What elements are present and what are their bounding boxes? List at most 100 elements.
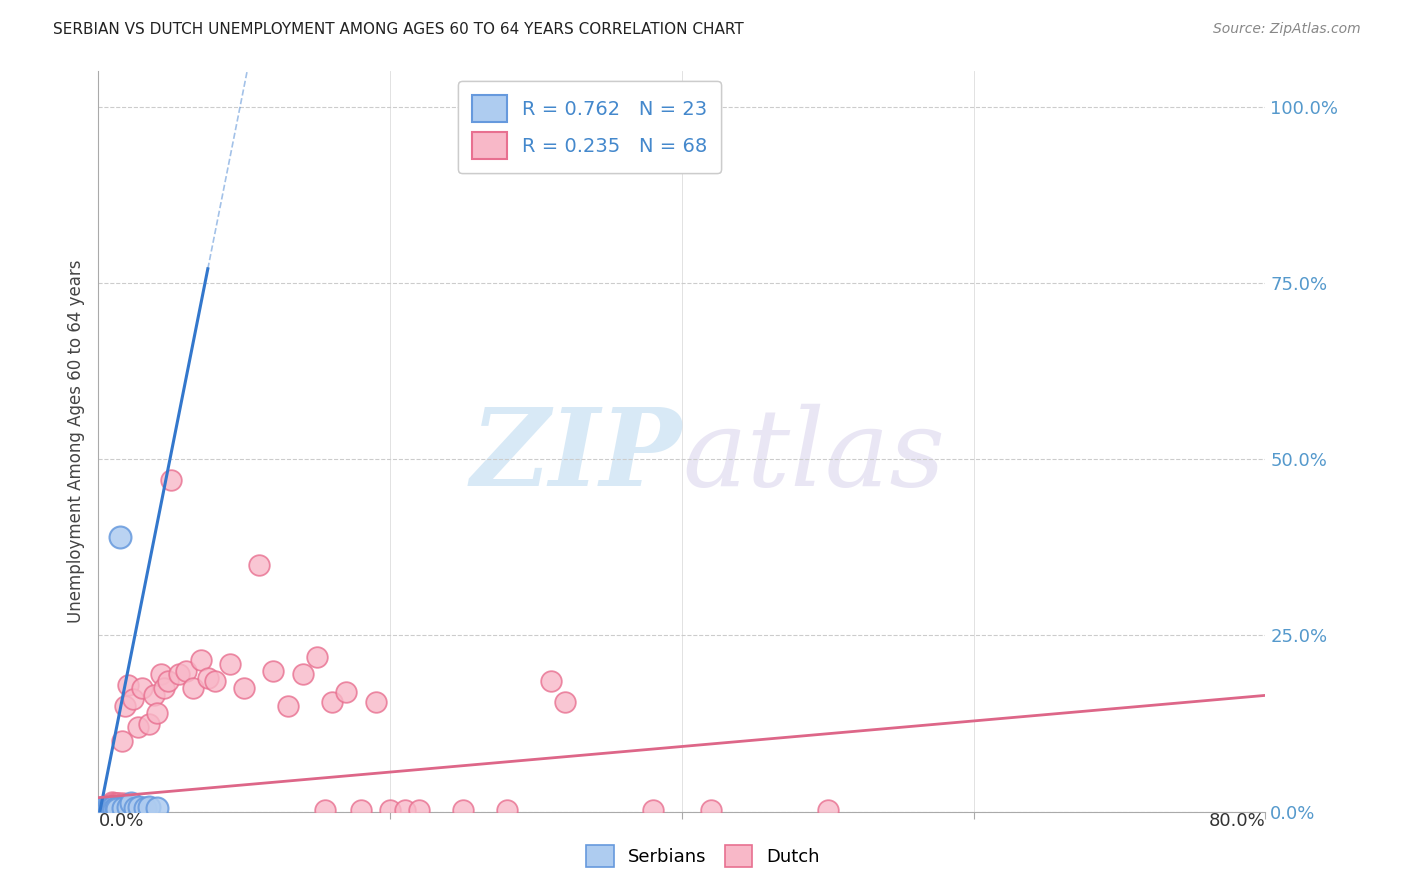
Point xyxy=(100,795,122,809)
Point xyxy=(112,801,135,815)
Point xyxy=(114,698,136,713)
Point xyxy=(496,803,519,817)
Point xyxy=(380,803,402,817)
Point xyxy=(157,674,180,689)
Point xyxy=(204,674,226,689)
Point xyxy=(91,802,114,816)
Point xyxy=(93,801,115,815)
Point xyxy=(94,802,117,816)
Point xyxy=(314,803,336,817)
Point xyxy=(146,801,169,815)
Point xyxy=(394,803,416,817)
Point xyxy=(97,801,120,815)
Point xyxy=(307,649,329,664)
Point xyxy=(100,803,122,817)
Point xyxy=(98,802,121,816)
Point xyxy=(105,802,128,816)
Point xyxy=(122,692,145,706)
Point xyxy=(134,801,156,815)
Point xyxy=(124,803,146,817)
Point xyxy=(174,664,197,678)
Point xyxy=(138,716,160,731)
Point xyxy=(94,802,117,816)
Point xyxy=(110,530,132,544)
Point xyxy=(153,681,176,696)
Point xyxy=(167,667,190,681)
Text: SERBIAN VS DUTCH UNEMPLOYMENT AMONG AGES 60 TO 64 YEARS CORRELATION CHART: SERBIAN VS DUTCH UNEMPLOYMENT AMONG AGES… xyxy=(53,22,744,37)
Text: 80.0%: 80.0% xyxy=(1209,812,1265,830)
Point xyxy=(127,720,149,734)
Point xyxy=(98,803,121,817)
Point xyxy=(93,803,115,817)
Point xyxy=(247,558,270,572)
Point xyxy=(96,803,118,817)
Point xyxy=(134,803,156,817)
Point xyxy=(181,681,204,696)
Point xyxy=(97,803,120,817)
Point xyxy=(91,803,114,817)
Point xyxy=(321,695,343,709)
Point xyxy=(90,803,112,817)
Point xyxy=(111,734,134,748)
Point xyxy=(700,803,723,817)
Point xyxy=(101,796,124,810)
Point xyxy=(554,695,576,709)
Text: 0.0%: 0.0% xyxy=(98,812,143,830)
Point xyxy=(97,802,120,816)
Point xyxy=(262,664,284,678)
Text: Source: ZipAtlas.com: Source: ZipAtlas.com xyxy=(1213,22,1361,37)
Point xyxy=(96,802,118,816)
Point xyxy=(233,681,256,696)
Point xyxy=(93,801,115,815)
Point xyxy=(110,803,132,817)
Point xyxy=(150,667,173,681)
Point xyxy=(105,797,128,811)
Point xyxy=(160,473,183,487)
Point xyxy=(112,797,135,811)
Point xyxy=(124,801,146,815)
Point xyxy=(94,802,117,816)
Point xyxy=(190,653,212,667)
Point xyxy=(89,803,111,817)
Point xyxy=(817,803,839,817)
Legend: R = 0.762   N = 23, R = 0.235   N = 68: R = 0.762 N = 23, R = 0.235 N = 68 xyxy=(458,81,721,173)
Point xyxy=(277,698,299,713)
Point xyxy=(408,803,430,817)
Point xyxy=(218,657,240,671)
Point xyxy=(104,801,127,815)
Point xyxy=(128,800,150,814)
Point xyxy=(364,695,387,709)
Point xyxy=(146,706,169,720)
Point xyxy=(104,796,127,810)
Point xyxy=(98,802,121,816)
Point xyxy=(142,689,165,703)
Text: ZIP: ZIP xyxy=(471,403,682,509)
Point xyxy=(91,802,114,816)
Point xyxy=(117,799,139,814)
Legend: Serbians, Dutch: Serbians, Dutch xyxy=(579,838,827,874)
Point xyxy=(100,802,122,816)
Point xyxy=(451,803,474,817)
Point xyxy=(503,113,526,128)
Point xyxy=(120,797,142,811)
Point xyxy=(138,799,160,814)
Point xyxy=(103,803,125,817)
Y-axis label: Unemployment Among Ages 60 to 64 years: Unemployment Among Ages 60 to 64 years xyxy=(66,260,84,624)
Point xyxy=(120,803,142,817)
Point xyxy=(101,803,124,817)
Point xyxy=(103,802,125,816)
Point xyxy=(291,667,314,681)
Point xyxy=(117,678,139,692)
Point xyxy=(96,803,118,817)
Point xyxy=(350,803,373,817)
Point xyxy=(90,802,112,816)
Point xyxy=(641,803,664,817)
Point xyxy=(197,671,219,685)
Point xyxy=(108,797,131,811)
Point xyxy=(540,674,562,689)
Text: atlas: atlas xyxy=(682,404,945,509)
Point xyxy=(101,800,124,814)
Point xyxy=(131,681,153,696)
Point xyxy=(335,685,357,699)
Point xyxy=(89,803,111,817)
